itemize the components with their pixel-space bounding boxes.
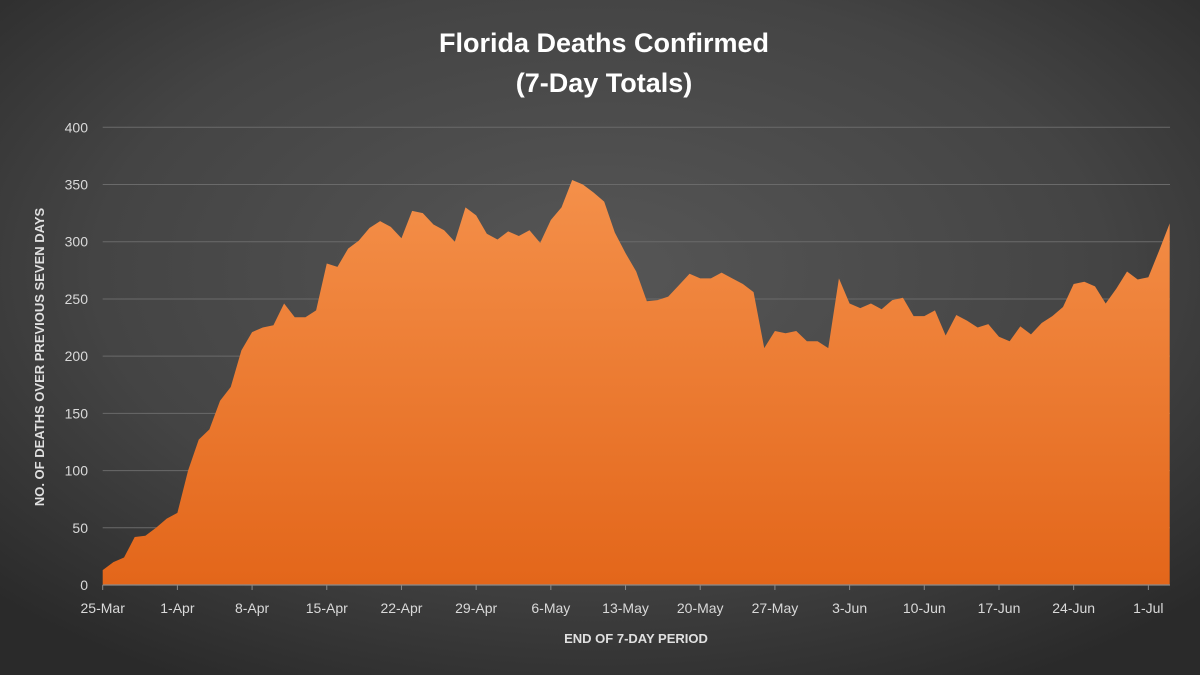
x-tick-label: 17-Jun xyxy=(978,600,1021,616)
x-tick-label: 15-Apr xyxy=(306,600,348,616)
y-tick-label: 200 xyxy=(65,348,89,364)
x-tick-label: 20-May xyxy=(677,600,724,616)
chart-title-line-1: Florida Deaths Confirmed xyxy=(439,28,769,58)
y-axis-title: NO. OF DEATHS OVER PREVIOUS SEVEN DAYS xyxy=(32,208,47,507)
y-tick-label: 300 xyxy=(65,234,89,250)
y-tick-label: 50 xyxy=(72,520,88,536)
area-series xyxy=(102,179,1170,585)
y-tick-label: 150 xyxy=(65,405,89,421)
x-tick-label: 3-Jun xyxy=(832,600,867,616)
y-tick-label: 350 xyxy=(65,177,89,193)
x-tick-label: 1-Apr xyxy=(160,600,195,616)
x-tick-label: 1-Jul xyxy=(1133,600,1163,616)
y-tick-label: 400 xyxy=(65,119,89,135)
y-tick-label: 250 xyxy=(65,291,89,307)
x-axis-title: END OF 7-DAY PERIOD xyxy=(564,631,708,646)
x-tick-label: 13-May xyxy=(602,600,649,616)
x-tick-label: 10-Jun xyxy=(903,600,946,616)
y-axis-ticks: 0 50 100 150 200 250 300 350 400 xyxy=(65,119,89,593)
x-tick-label: 8-Apr xyxy=(235,600,270,616)
y-tick-label: 0 xyxy=(80,577,88,593)
x-axis-ticks: 25-Mar 1-Apr 8-Apr 15-Apr 22-Apr 29-Apr 6-May 1… xyxy=(81,585,1164,616)
x-tick-label: 22-Apr xyxy=(380,600,422,616)
x-tick-label: 24-Jun xyxy=(1052,600,1095,616)
x-tick-label: 25-Mar xyxy=(81,600,126,616)
chart-title-line-2: (7-Day Totals) xyxy=(516,68,693,98)
x-tick-label: 29-Apr xyxy=(455,600,497,616)
y-tick-label: 100 xyxy=(65,463,89,479)
x-tick-label: 6-May xyxy=(531,600,570,616)
x-tick-label: 27-May xyxy=(752,600,799,616)
